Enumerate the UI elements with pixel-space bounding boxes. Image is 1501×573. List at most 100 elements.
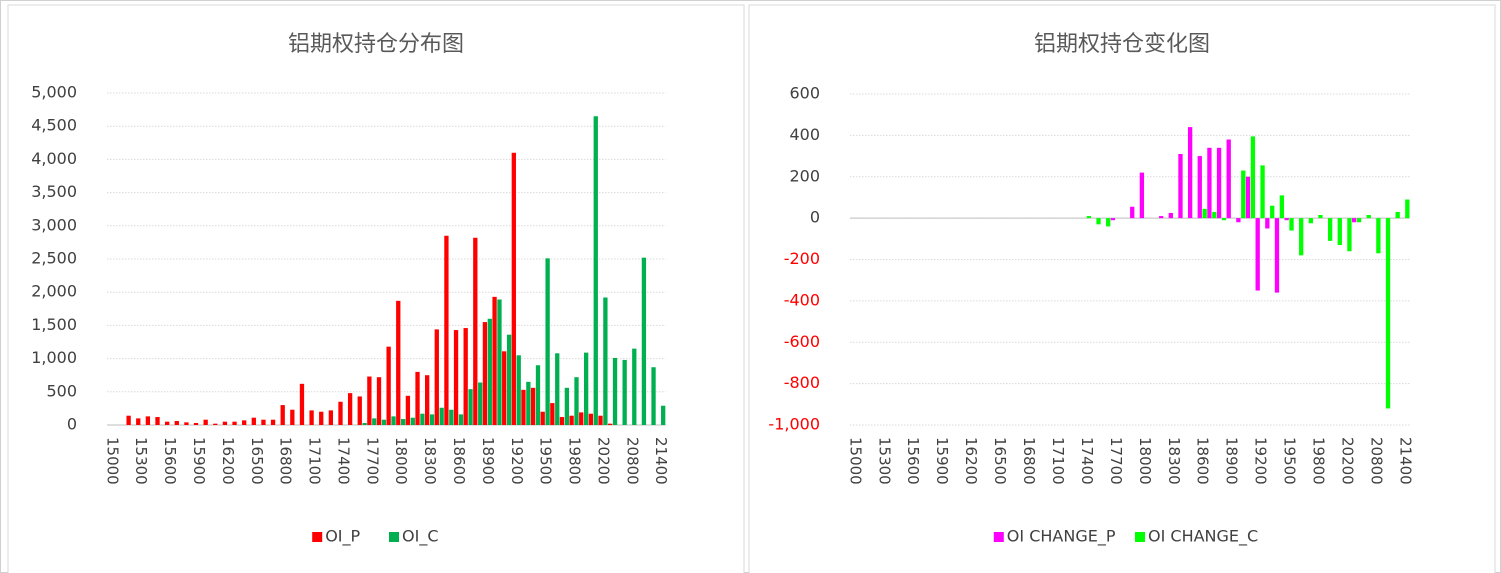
bar — [1212, 211, 1217, 219]
y-tick-label: -400 — [784, 290, 820, 309]
y-tick-label: 500 — [46, 381, 77, 400]
bar — [213, 423, 218, 425]
y-tick-label: 4,000 — [31, 149, 77, 168]
bar — [174, 421, 179, 425]
y-tick-label: 3,500 — [31, 182, 77, 201]
bar — [347, 393, 353, 425]
bar — [1236, 218, 1241, 223]
x-tick-label: 21400 — [1396, 437, 1414, 485]
bar — [1289, 218, 1294, 231]
x-tick-label: 20200 — [1338, 437, 1356, 485]
bar — [535, 365, 541, 425]
bar — [1376, 218, 1381, 254]
bar — [458, 414, 464, 425]
x-tick-label: 20800 — [1367, 437, 1385, 485]
y-tick-label: 5,000 — [31, 83, 77, 102]
x-tick-label: 16500 — [991, 437, 1009, 485]
y-tick-label: -1,000 — [768, 415, 820, 434]
bar — [497, 299, 502, 425]
bar — [126, 415, 131, 425]
x-tick-label: 19200 — [1252, 437, 1270, 485]
x-tick-label: 19800 — [566, 437, 584, 485]
bar — [453, 330, 459, 425]
bar — [386, 346, 391, 425]
bar — [478, 382, 483, 425]
bar — [222, 421, 228, 425]
legend-swatch — [312, 532, 323, 542]
bar — [555, 353, 560, 425]
bar — [1096, 218, 1101, 225]
bar — [434, 329, 439, 425]
bar — [1327, 218, 1333, 241]
y-tick-label: 4,500 — [31, 116, 77, 135]
x-tick-label: 18000 — [392, 437, 410, 485]
bar — [632, 348, 637, 425]
bar — [1308, 218, 1313, 224]
legend-swatch — [1135, 532, 1145, 542]
y-tick-label: 1,000 — [31, 348, 77, 367]
y-tick-label: 0 — [810, 208, 820, 227]
bar — [410, 417, 415, 425]
bar — [1395, 211, 1400, 219]
x-tick-label: 18600 — [450, 437, 468, 485]
y-tick-label: 2,000 — [31, 282, 77, 301]
bar — [1202, 208, 1207, 219]
x-tick-label: 17100 — [306, 437, 324, 485]
bar — [651, 367, 656, 425]
x-tick-label: 18300 — [1165, 437, 1183, 485]
legend-label: OI_C — [402, 527, 438, 547]
bar — [319, 411, 324, 425]
bar — [468, 389, 473, 425]
bar — [482, 322, 488, 425]
legend-label: OI CHANGE_P — [1007, 527, 1116, 547]
y-tick-label: 0 — [67, 415, 77, 434]
bar — [1159, 216, 1164, 219]
x-tick-label: 18600 — [1194, 437, 1212, 485]
x-tick-label: 15900 — [190, 437, 208, 485]
x-tick-label: 15300 — [132, 437, 150, 485]
bar — [1270, 205, 1275, 219]
bar — [1110, 218, 1116, 221]
y-tick-label: 2,500 — [31, 249, 77, 268]
x-tick-label: 16800 — [277, 437, 295, 485]
bar — [1356, 218, 1362, 223]
bar — [1352, 218, 1357, 223]
bar — [1187, 127, 1193, 219]
chart-title: 铝期权持仓变化图 — [1034, 32, 1210, 57]
bar — [444, 235, 449, 425]
bar — [203, 419, 208, 425]
y-tick-label: -600 — [784, 332, 820, 351]
y-tick-label: 1,500 — [31, 315, 77, 334]
bar — [506, 334, 512, 425]
bar — [569, 415, 574, 425]
bar — [463, 328, 468, 425]
bar — [530, 387, 536, 425]
bar — [1106, 218, 1111, 227]
x-tick-label: 15000 — [846, 437, 864, 485]
bar — [473, 237, 478, 425]
x-tick-label: 16800 — [1020, 437, 1038, 485]
x-tick-label: 19200 — [508, 437, 526, 485]
y-tick-label: -800 — [784, 373, 820, 392]
bar — [1279, 195, 1285, 219]
x-tick-label: 17400 — [334, 437, 352, 485]
x-tick-label: 18900 — [1223, 437, 1241, 485]
bar — [1318, 215, 1323, 219]
bar — [603, 297, 608, 425]
bar — [251, 417, 256, 425]
bar — [1337, 218, 1342, 246]
bar — [357, 396, 362, 425]
bar — [1385, 218, 1391, 409]
bar — [516, 355, 521, 425]
bar — [449, 409, 454, 425]
bar — [1139, 172, 1145, 219]
x-tick-label: 16200 — [962, 437, 980, 485]
bar — [1274, 218, 1280, 293]
bar — [381, 419, 387, 425]
bar — [270, 419, 276, 425]
bar — [362, 423, 367, 425]
bar — [290, 409, 295, 425]
bar — [1347, 218, 1352, 252]
bar — [607, 423, 613, 425]
bar — [1178, 153, 1183, 219]
